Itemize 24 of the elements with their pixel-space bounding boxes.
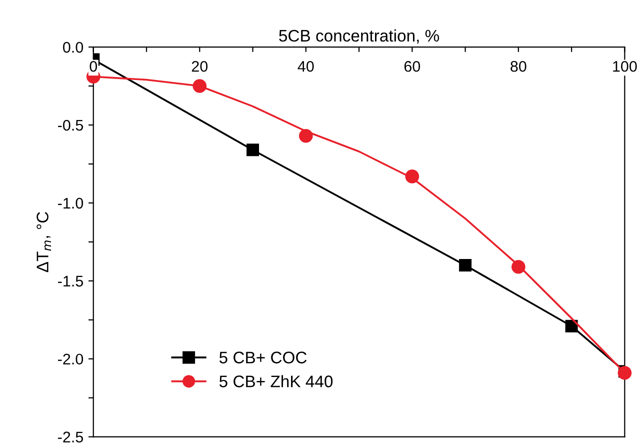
x-tick-label: 20 — [192, 60, 208, 72]
x-tick-label: 60 — [404, 60, 420, 72]
y-tick-label: -1.5 — [58, 276, 84, 287]
y-tick-label: -2.0 — [58, 354, 84, 365]
legend-label: 5 CB+ ZhK 440 — [219, 375, 333, 388]
point — [618, 366, 632, 380]
y-axis-title: ΔT$_{m}$, °C — [36, 212, 52, 272]
point — [459, 259, 472, 272]
x-tick-label: 40 — [298, 60, 314, 72]
x-tick-label: 0 — [90, 60, 98, 72]
y-tick-label: -2.5 — [58, 432, 84, 442]
legend-label: 5 CB+ COC — [219, 352, 307, 364]
x-tick-label: 80 — [510, 60, 526, 72]
y-tick-label: -0.5 — [58, 120, 84, 131]
point — [405, 170, 420, 184]
point — [512, 260, 526, 274]
y-tick-label: 0.0 — [63, 42, 84, 53]
y-tick-label: -1.0 — [58, 198, 84, 209]
point — [246, 144, 260, 156]
x-tick-label: 100 — [613, 60, 637, 72]
point — [565, 320, 578, 332]
x-axis-title: 5CB concentration, % — [279, 29, 440, 44]
point — [298, 129, 313, 143]
point — [192, 79, 207, 93]
